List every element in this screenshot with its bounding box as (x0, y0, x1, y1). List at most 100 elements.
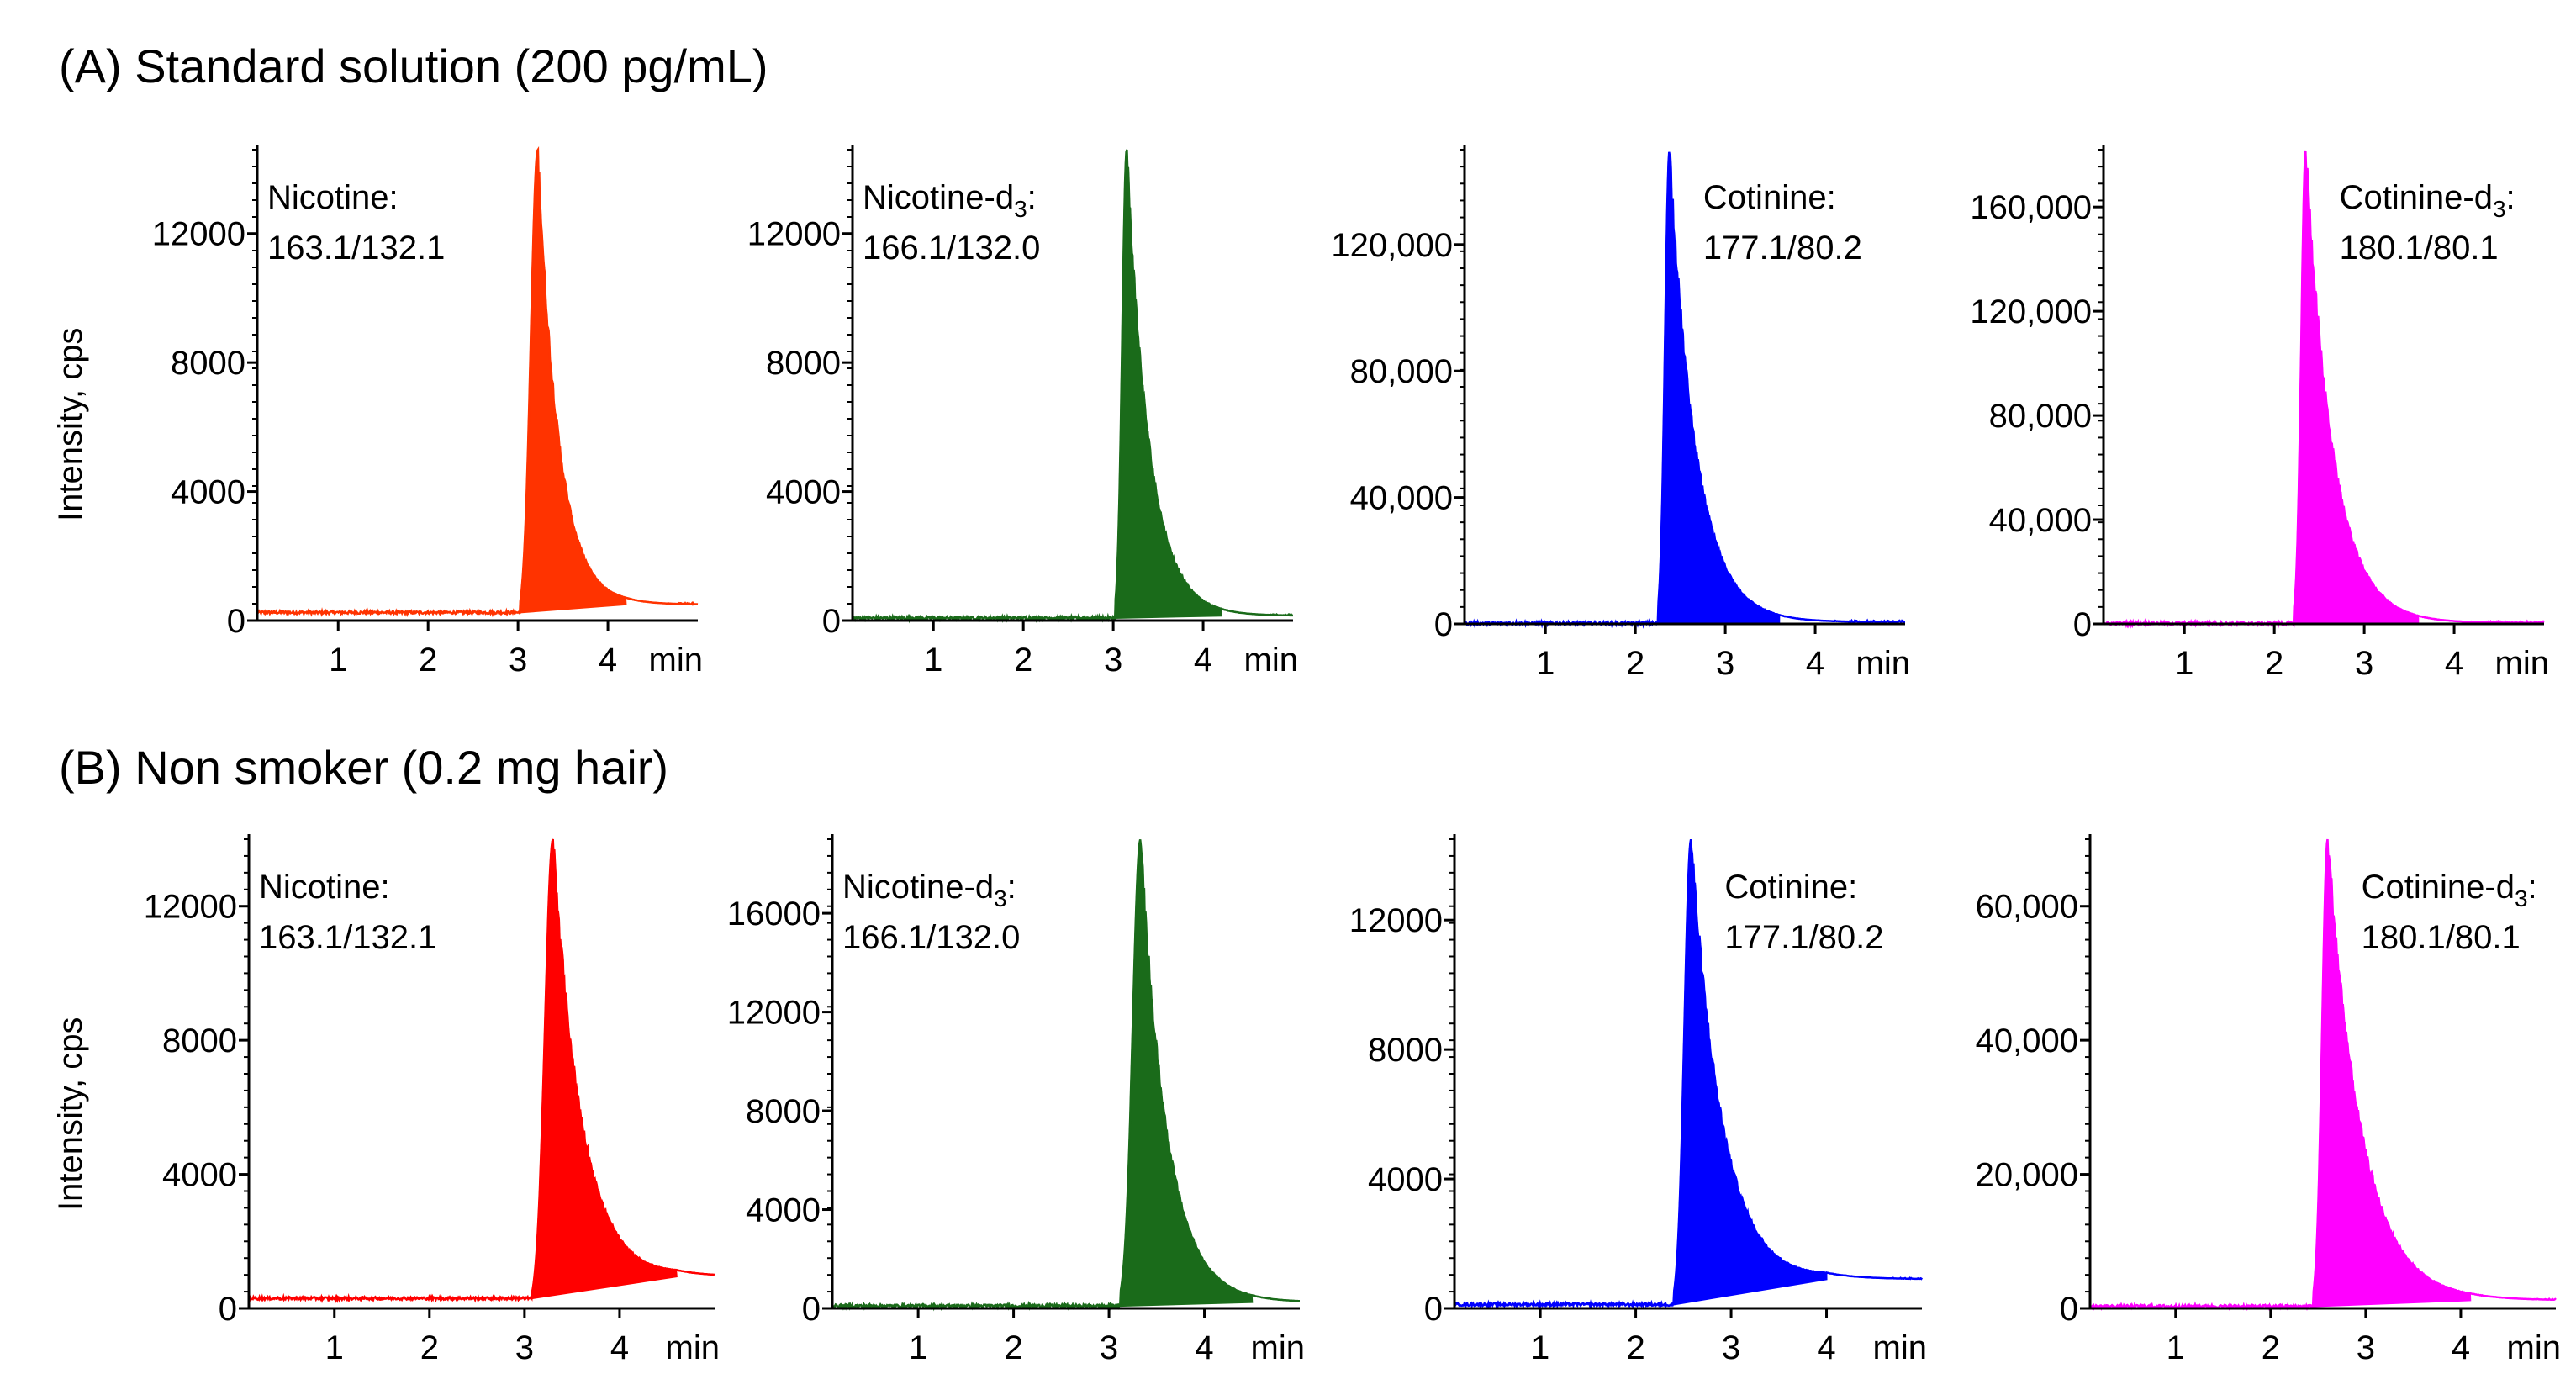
x-tick-label: 1 (329, 642, 347, 679)
y-tick-label: 20,000 (1976, 1157, 2078, 1194)
y-tick-label: 8000 (766, 345, 841, 382)
y-tick-label: 120,000 (1331, 227, 1453, 264)
subscript-3: 3 (2493, 196, 2506, 222)
x-tick-label: 4 (1194, 642, 1212, 679)
x-tick-label: 1 (1536, 645, 1555, 682)
y-tick-label: 4000 (171, 474, 245, 511)
x-tick-label: 4 (2445, 645, 2463, 682)
trace-line (2088, 838, 2557, 1312)
chromatogram-a-nicotine-d3: 0 4000 8000 12000 1 2 3 4 min Nicotine-d3: 166.1/1… (747, 145, 1298, 679)
y-tick-label: 4000 (766, 474, 841, 511)
trace-line (831, 839, 1300, 1312)
x-tick-label: 2 (2265, 645, 2283, 682)
x-tick-label: 1 (2175, 645, 2193, 682)
chromatogram-a-cotinine: 0 40,000 80,000 120,000 1 2 3 4 min Cotinine: 177.… (1331, 145, 1910, 682)
x-tick-label: 3 (1104, 642, 1122, 679)
x-tick-label: 3 (1722, 1329, 1740, 1366)
x-tick-label: 2 (419, 642, 437, 679)
x-axis-unit-label: min (1856, 645, 1910, 682)
x-tick-label: 3 (2355, 645, 2373, 682)
x-tick-label: 2 (2262, 1329, 2280, 1366)
y-tick-label: 12000 (747, 216, 841, 253)
chromatogram-b-nicotine: 0 4000 8000 12000 1 2 3 4 min Nicotine: 163.1/132.… (144, 834, 720, 1366)
y-tick-label: 0 (2060, 1291, 2078, 1328)
subscript-3: 3 (994, 885, 1007, 911)
peak-area (519, 146, 627, 614)
x-tick-label: 2 (1626, 1329, 1644, 1366)
x-axis-unit-label: min (2495, 645, 2549, 682)
y-tick-label: 0 (802, 1291, 821, 1328)
y-tick-label: 8000 (171, 345, 245, 382)
x-tick-label: 4 (1806, 645, 1824, 682)
y-tick-label: 8000 (162, 1022, 237, 1059)
x-tick-label: 3 (1716, 645, 1734, 682)
x-tick-label: 3 (2357, 1329, 2375, 1366)
x-axis-unit-label: min (666, 1329, 720, 1366)
x-axis-unit-label: min (2507, 1329, 2561, 1366)
analyte-name-label: Nicotine: (259, 869, 390, 906)
peak-area (531, 838, 678, 1300)
x-axis-unit-label: min (1244, 642, 1298, 679)
x-tick-label: 4 (599, 642, 617, 679)
y-tick-label: 0 (1434, 606, 1453, 643)
y-tick-label: 40,000 (1976, 1022, 2078, 1059)
chromatogram-a-nicotine: 0 4000 8000 12000 1 2 3 4 min Nicotine: 163.1/132.… (152, 145, 703, 679)
chromatogram-a-cotinine-d3: 0 40,000 80,000 120,000 160,000 1 2 3 4 min Cotini… (1970, 145, 2549, 682)
peak-area (2293, 150, 2420, 625)
x-tick-label: 1 (1531, 1329, 1549, 1366)
x-tick-label: 4 (610, 1329, 629, 1366)
trace-line (256, 145, 699, 618)
y-tick-label: 8000 (746, 1093, 821, 1130)
y-tick-label: 40,000 (1350, 480, 1453, 517)
label-colon: : (2506, 179, 2515, 216)
label-colon: : (1027, 179, 1037, 216)
transition-label: 163.1/132.1 (259, 919, 436, 956)
transition-label: 163.1/132.1 (267, 230, 445, 267)
transition-label: 180.1/80.1 (2362, 919, 2521, 956)
x-tick-label: 1 (325, 1329, 344, 1366)
x-tick-label: 3 (1100, 1329, 1118, 1366)
analyte-name-label: Cotinine-d3: (2362, 869, 2537, 911)
x-tick-label: 2 (420, 1329, 439, 1366)
y-tick-label: 120,000 (1970, 293, 2092, 330)
label-colon: : (1007, 869, 1016, 906)
y-tick-label: 80,000 (1350, 353, 1453, 390)
subscript-3: 3 (1014, 196, 1027, 222)
transition-label: 177.1/80.2 (1703, 230, 1862, 267)
trace-line (1454, 838, 1924, 1310)
y-tick-label: 4000 (746, 1192, 821, 1229)
chromatogram-b-cotinine-d3: 0 20,000 40,000 60,000 1 2 3 4 min Cotinine-d3: 18… (1976, 834, 2561, 1366)
y-tick-label: 60,000 (1976, 889, 2078, 926)
x-tick-label: 4 (1817, 1329, 1835, 1366)
y-tick-label: 0 (822, 603, 841, 640)
transition-label: 177.1/80.2 (1724, 919, 1883, 956)
x-tick-label: 1 (2167, 1329, 2185, 1366)
y-tick-label: 0 (1424, 1291, 1443, 1328)
y-tick-label: 0 (227, 603, 245, 640)
trace-line (248, 838, 715, 1304)
transition-label: 166.1/132.0 (842, 919, 1020, 956)
y-tick-label: 80,000 (1989, 398, 2092, 435)
y-tick-label: 12000 (1349, 902, 1443, 939)
analyte-name-label: Nicotine: (267, 179, 399, 216)
y-tick-label: 40,000 (1989, 502, 2092, 539)
x-tick-label: 4 (2452, 1329, 2470, 1366)
x-tick-label: 2 (1014, 642, 1032, 679)
y-tick-label: 4000 (1368, 1161, 1443, 1198)
y-tick-label: 0 (2073, 606, 2092, 643)
y-tick-label: 4000 (162, 1157, 237, 1194)
y-tick-label: 12000 (727, 995, 821, 1032)
y-tick-label: 12000 (152, 216, 245, 253)
label-colon: : (2528, 869, 2537, 906)
chromatogram-b-cotinine: 0 4000 8000 12000 1 2 3 4 min Cotinine: 177.1/80.2 (1349, 834, 1927, 1366)
x-tick-label: 4 (1195, 1329, 1213, 1366)
y-tick-label: 160,000 (1970, 189, 2092, 226)
x-tick-label: 3 (509, 642, 527, 679)
x-axis-unit-label: min (649, 642, 703, 679)
analyte-name-label: Cotinine: (1724, 869, 1857, 906)
y-tick-label: 0 (219, 1291, 237, 1328)
x-tick-label: 1 (924, 642, 942, 679)
panel-b-title: (B) Non smoker (0.2 mg hair) (59, 741, 669, 794)
